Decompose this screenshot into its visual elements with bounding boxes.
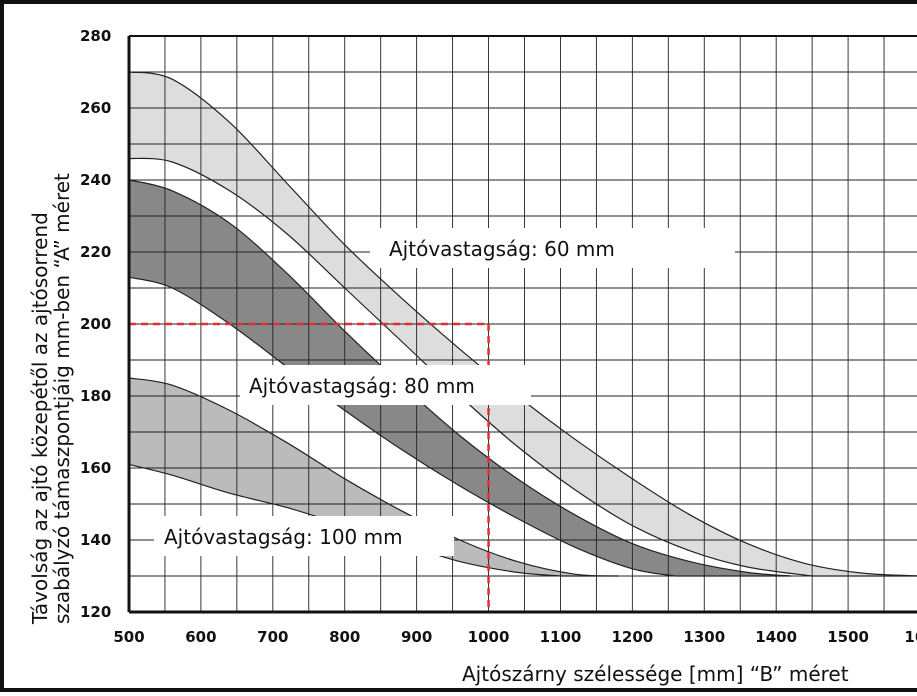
y-axis-title-line1: Távolság az ajtó közepétől az ajtósorren… [28, 212, 52, 625]
x-tick-label: 1300 [683, 628, 725, 646]
label-80mm-text: Ajtóvastagság: 80 mm [249, 374, 475, 398]
label-100mm-bg [154, 516, 454, 556]
y-tick-label: 260 [80, 99, 111, 117]
y-tick-label: 240 [80, 171, 111, 189]
x-tick-label: 700 [257, 628, 288, 646]
label-100mm-text: Ajtóvastagság: 100 mm [164, 525, 403, 549]
y-tick-labels: 120 140 160 180 200 220 240 260 280 [80, 27, 111, 621]
label-80mm-bg [240, 365, 531, 405]
x-tick-label: 500 [113, 628, 144, 646]
x-tick-label: 1100 [540, 628, 582, 646]
band-upper-edge-2 [128, 377, 619, 577]
label-100mm: Ajtóvastagság: 100 mm [154, 516, 454, 556]
band-upper-edge-1 [128, 179, 791, 577]
y-tick-label: 120 [80, 603, 111, 621]
y-tick-label: 160 [80, 459, 111, 477]
label-60mm: Ajtóvastagság: 60 mm [370, 228, 735, 268]
label-60mm-bg [370, 228, 735, 268]
x-tick-label: 800 [329, 628, 360, 646]
label-60mm-text: Ajtóvastagság: 60 mm [389, 237, 615, 261]
x-tick-label: 160 [904, 628, 917, 646]
band-fill-1 [129, 180, 791, 576]
y-tick-label: 280 [80, 27, 111, 45]
x-tick-label: 900 [401, 628, 432, 646]
axes [127, 35, 917, 614]
x-tick-label: 1200 [611, 628, 653, 646]
x-axis-title: Ajtószárny szélessége [mm] “B” méret [462, 662, 849, 686]
x-tick-label: 1400 [755, 628, 797, 646]
band-fill-0 [129, 72, 917, 576]
x-tick-label: 1500 [827, 628, 869, 646]
label-80mm: Ajtóvastagság: 80 mm [240, 365, 531, 405]
band-lower-edge-1 [128, 276, 676, 577]
x-tick-label: 600 [185, 628, 216, 646]
y-tick-label: 200 [80, 315, 111, 333]
y-tick-label: 220 [80, 243, 111, 261]
chart-svg: 500 600 700 800 900 1000 1100 1200 1300 1400 1500 1… [28, 27, 917, 686]
x-tick-labels: 500 600 700 800 900 1000 1100 1200 1300 1400 1500 1… [113, 628, 917, 646]
y-tick-label: 180 [80, 387, 111, 405]
x-tick-label: 1000 [468, 628, 510, 646]
y-axis-title-line2: szabályzó támaszpontjáig mm-ben “A” mére… [50, 173, 74, 624]
band-fill-2 [129, 378, 618, 576]
y-tick-label: 140 [80, 531, 111, 549]
